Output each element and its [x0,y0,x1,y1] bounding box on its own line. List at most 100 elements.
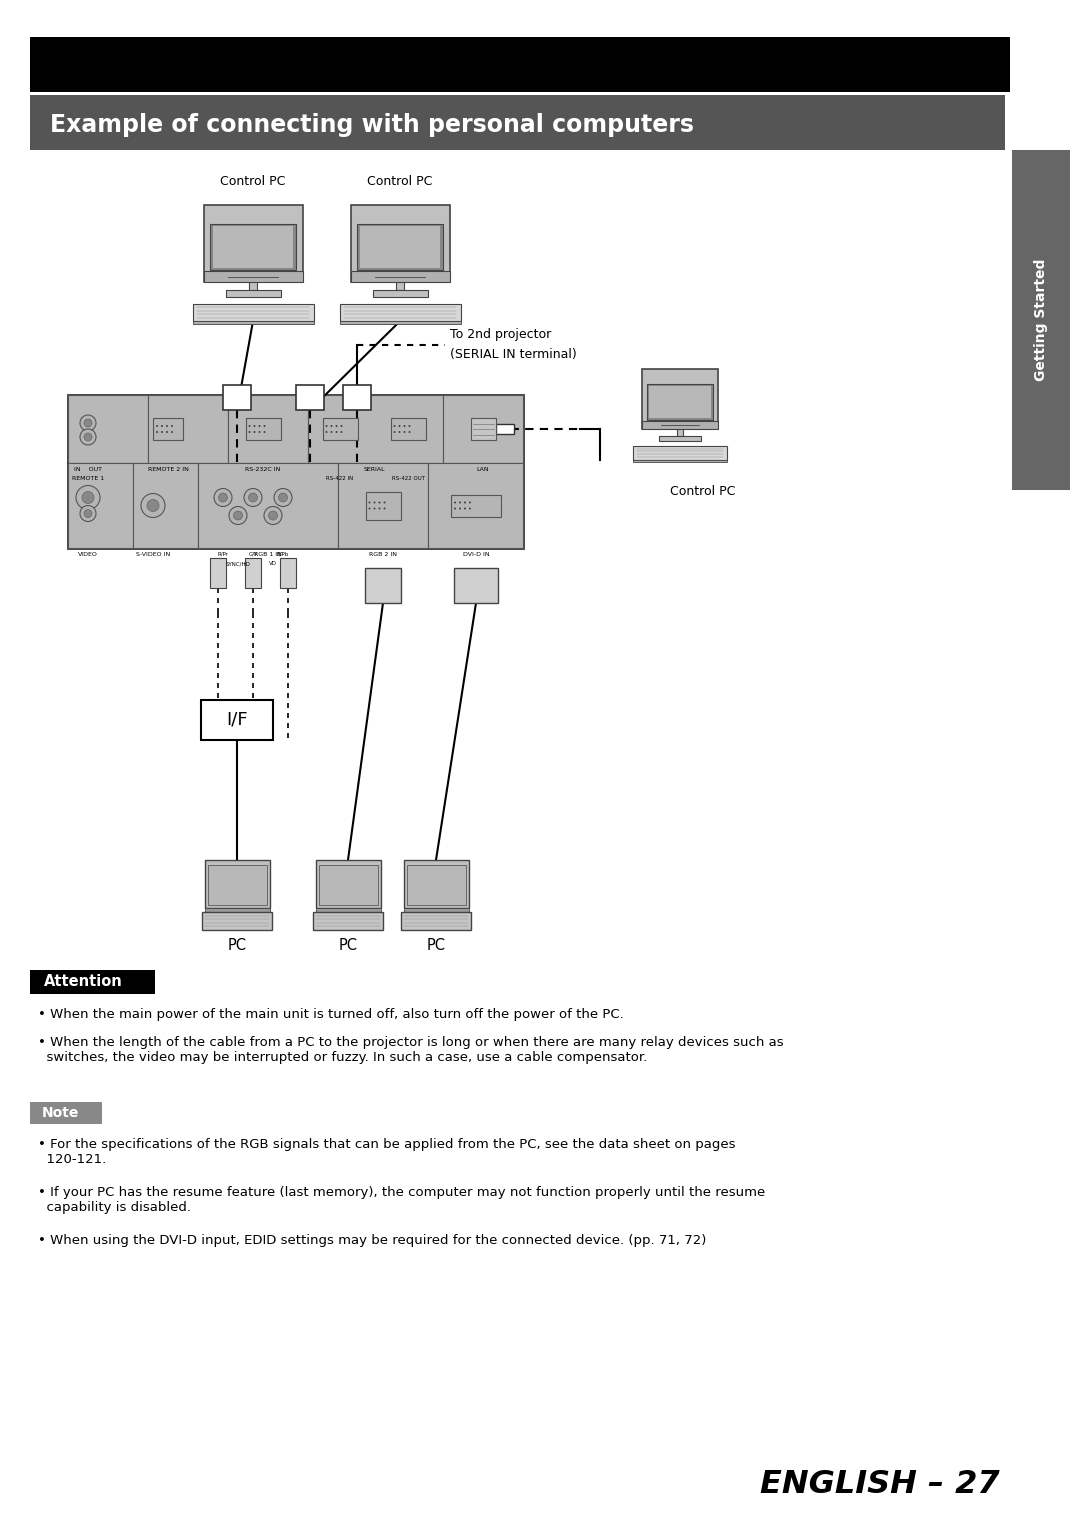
Bar [351,270,449,281]
Circle shape [279,493,287,502]
Circle shape [84,510,92,518]
Circle shape [336,431,337,434]
Bar [642,420,718,429]
Circle shape [258,431,260,434]
Text: VIDEO: VIDEO [78,551,98,557]
Bar [228,395,308,463]
Text: IN    OUT: IN OUT [75,467,102,472]
Text: SERIAL: SERIAL [363,467,384,472]
Circle shape [340,425,342,428]
Bar [198,463,338,548]
Circle shape [399,431,401,434]
Circle shape [248,493,257,502]
Bar [649,386,712,418]
Text: • When the main power of the main unit is turned off, also turn off the power of: • When the main power of the main unit i… [38,1008,624,1022]
Text: (SERIAL IN terminal): (SERIAL IN terminal) [450,348,577,360]
Bar [308,395,443,463]
Bar [404,909,469,912]
Circle shape [374,507,376,510]
Text: RS-422 OUT: RS-422 OUT [391,476,424,481]
Circle shape [264,425,266,428]
Circle shape [80,505,96,522]
Circle shape [161,431,163,434]
Bar [153,418,183,440]
Text: • For the specifications of the RGB signals that can be applied from the PC, see: • For the specifications of the RGB sign… [38,1138,735,1167]
Circle shape [156,425,158,428]
Text: REMOTE 2 IN: REMOTE 2 IN [148,467,188,472]
Bar [676,428,684,435]
Bar [647,385,713,420]
Bar [406,864,465,906]
Circle shape [258,425,260,428]
Text: To 2nd projector: To 2nd projector [450,328,551,341]
Bar [30,1102,102,1124]
Text: PC: PC [427,938,446,953]
Bar [211,224,296,270]
Bar [192,304,313,321]
Circle shape [325,431,327,434]
Bar [203,270,302,281]
Bar [391,418,426,440]
Text: S-VIDEO IN: S-VIDEO IN [136,551,171,557]
Bar [30,970,156,994]
Text: VD: VD [269,560,276,567]
Circle shape [248,431,251,434]
Circle shape [76,486,100,510]
Circle shape [368,507,370,510]
Circle shape [368,501,370,504]
Circle shape [171,425,173,428]
Circle shape [330,425,333,428]
Bar [373,290,428,296]
Circle shape [171,431,173,434]
Text: G/Y: G/Y [248,551,258,557]
Circle shape [80,429,96,444]
Bar [245,418,281,440]
Bar [245,557,261,588]
Text: Example of connecting with personal computers: Example of connecting with personal comp… [50,113,694,137]
Bar [201,699,273,741]
Circle shape [325,425,327,428]
Bar [454,568,498,603]
Bar [338,463,428,548]
Bar [357,224,443,270]
Bar [204,909,270,912]
Circle shape [218,493,228,502]
Bar [339,304,460,321]
Text: I/F: I/F [226,712,247,728]
Circle shape [264,507,282,524]
Text: Control PC: Control PC [367,176,433,188]
Circle shape [84,434,92,441]
Text: RS-232C IN: RS-232C IN [245,467,281,472]
Text: Attention: Attention [44,974,123,989]
Circle shape [393,431,395,434]
Circle shape [330,431,333,434]
Circle shape [214,489,232,507]
Text: Control PC: Control PC [220,176,286,188]
Bar [296,385,324,411]
Bar [351,205,449,281]
Bar [30,95,1005,150]
Text: LAN: LAN [476,467,489,472]
Bar [133,463,198,548]
Circle shape [469,501,471,504]
Bar [633,446,727,460]
Text: RGB 2 IN: RGB 2 IN [369,551,397,557]
Bar [642,370,718,429]
Text: • When the length of the cable from a PC to the projector is long or when there : • When the length of the cable from a PC… [38,1035,784,1064]
Bar [365,568,401,603]
Bar [365,492,401,519]
Bar [471,418,496,440]
Bar [207,864,267,906]
Bar [313,912,383,930]
Bar [323,418,357,440]
Circle shape [336,425,337,428]
Bar [633,460,727,463]
Bar [30,37,1010,92]
Circle shape [464,501,465,504]
Bar [1012,150,1070,490]
Circle shape [254,425,256,428]
Circle shape [80,415,96,431]
Circle shape [408,425,410,428]
Bar [339,321,460,324]
Bar [443,395,523,463]
